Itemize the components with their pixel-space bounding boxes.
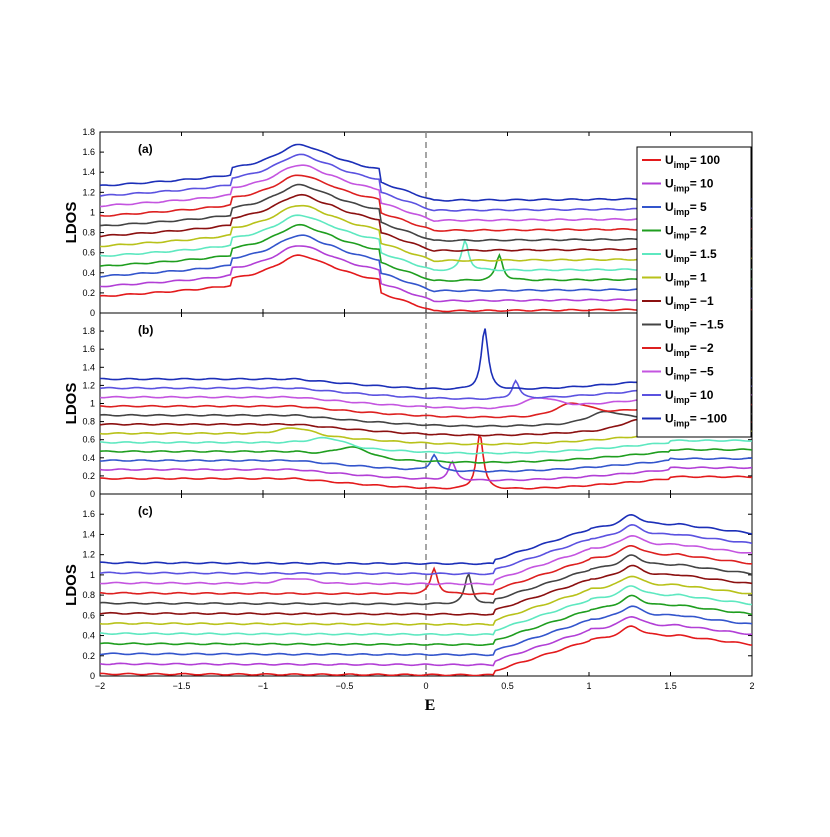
legend-entry: Uimp= 1.5 [665, 247, 717, 264]
series-group [100, 513, 752, 676]
y-tick-label: 0 [90, 308, 95, 318]
series-line [100, 436, 752, 455]
x-tick-label: 1 [586, 681, 591, 691]
series-line [100, 513, 752, 566]
series-line [100, 554, 752, 606]
panel-3: 0 0.2 0.4 0.6 0.8 1 1.2 1.4 1.6 −2 −1.5 −1 −0.5 0 0.5 1… [63, 493, 755, 691]
y-tick-label: 1.8 [82, 127, 95, 137]
y-tick-label: 0 [90, 671, 95, 681]
y-tick-label: 0.2 [82, 288, 95, 298]
series-line [100, 575, 752, 626]
y-tick-label: 0.8 [82, 590, 95, 600]
legend: Uimp= 100 Uimp= 10 Uimp= 5 Uimp= 2 Uimp= 1.5… [636, 146, 752, 438]
legend-entry: Uimp= −100 [665, 412, 727, 429]
y-axis-label: LDOS [63, 202, 80, 244]
y-tick-label: 0.4 [82, 453, 95, 463]
y-axis-label: LDOS [63, 383, 80, 425]
series-line [100, 615, 752, 667]
y-tick-label: 1.4 [82, 362, 95, 372]
y-tick-label: 0.6 [82, 610, 95, 620]
x-tick-label: 2 [749, 681, 754, 691]
series-line [100, 534, 752, 586]
y-tick-label: 1 [90, 399, 95, 409]
y-tick-label: 1.8 [82, 326, 95, 336]
y-tick-label: 1.4 [82, 167, 95, 177]
x-tick-label: 1.5 [664, 681, 677, 691]
series-line [100, 433, 752, 490]
x-tick-label: 0.5 [501, 681, 514, 691]
y-axis-label: LDOS [63, 564, 80, 606]
y-tick-label: 0.8 [82, 417, 95, 427]
series-line [100, 460, 752, 482]
series-line [100, 625, 752, 676]
y-tick-label: 0.2 [82, 471, 95, 481]
x-tick-label: −1 [258, 681, 268, 691]
y-tick-label: 1.2 [82, 550, 95, 560]
series-line [100, 453, 752, 473]
y-tick-label: 1.2 [82, 187, 95, 197]
legend-entry: Uimp= 10 [665, 177, 714, 194]
legend-entry: Uimp= 10 [665, 388, 714, 405]
x-tick-label: −2 [95, 681, 105, 691]
legend-entry: Uimp= 5 [665, 200, 707, 217]
y-tick-label: 1.6 [82, 344, 95, 354]
y-tick-label: 0.8 [82, 228, 95, 238]
legend-entry: Uimp= 2 [665, 224, 707, 241]
y-tick-label: 0.6 [82, 435, 95, 445]
legend-entry: Uimp= −5 [665, 365, 714, 382]
y-tick-label: 0 [90, 489, 95, 499]
y-tick-label: 1 [90, 207, 95, 217]
y-tick-label: 1 [90, 570, 95, 580]
legend-entry: Uimp= −1 [665, 294, 714, 311]
series-line [100, 523, 752, 576]
series-line [100, 594, 752, 647]
legend-entry: Uimp= 100 [665, 153, 720, 170]
x-tick-label: 0 [423, 681, 428, 691]
y-tick-label: 1.4 [82, 529, 95, 539]
x-axis-label: E [425, 697, 436, 714]
series-line [100, 564, 752, 616]
legend-entry: Uimp= −2 [665, 341, 714, 358]
series-line [100, 605, 752, 657]
legend-entry: Uimp= 1 [665, 271, 707, 288]
series-line [100, 446, 752, 464]
y-tick-label: 0.4 [82, 631, 95, 641]
series-line [100, 545, 752, 596]
panel-label: (c) [138, 504, 153, 518]
y-tick-label: 1.6 [82, 509, 95, 519]
y-tick-label: 1.2 [82, 380, 95, 390]
panel-label: (b) [138, 323, 153, 337]
panel-label: (a) [138, 142, 153, 156]
y-tick-label: 0.6 [82, 248, 95, 258]
y-tick-label: 0.4 [82, 268, 95, 278]
y-tick-label: 0.2 [82, 651, 95, 661]
legend-entry: Uimp= −1.5 [665, 318, 724, 335]
y-tick-label: 1.6 [82, 147, 95, 157]
series-line [100, 585, 752, 636]
legend-box [636, 146, 752, 438]
x-tick-label: −1.5 [173, 681, 191, 691]
x-tick-label: −0.5 [336, 681, 354, 691]
